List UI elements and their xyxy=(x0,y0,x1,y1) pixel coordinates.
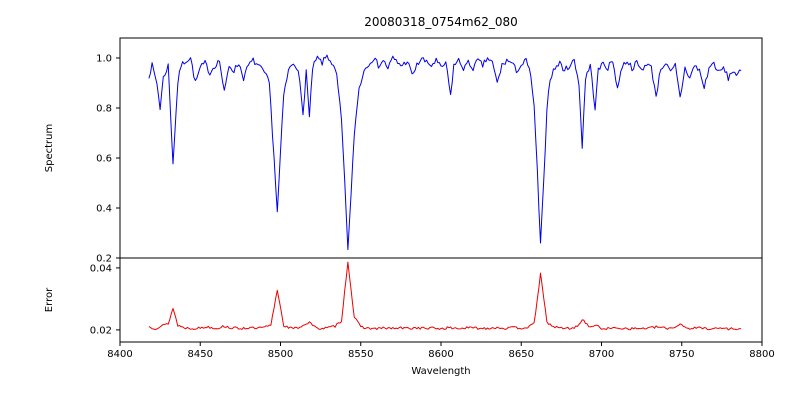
spectrum-panel-border xyxy=(119,37,763,259)
error-line xyxy=(148,261,742,331)
x-tick-label: 8600 xyxy=(428,349,453,360)
x-tick-label: 8800 xyxy=(749,349,774,360)
chart-title: 20080318_0754m62_080 xyxy=(364,15,517,29)
error-ylabel: Error xyxy=(44,287,55,312)
spectrum-line xyxy=(148,54,742,251)
spectrum-ytick-label: 0.6 xyxy=(96,154,112,165)
spectrum-ylabel: Spectrum xyxy=(44,124,55,172)
x-tick-label: 8550 xyxy=(348,349,373,360)
spectrum-ytick-label: 0.2 xyxy=(96,254,112,265)
spectrum-ytick-label: 0.4 xyxy=(96,204,112,215)
x-axis-label: Wavelength xyxy=(411,366,470,377)
x-tick-label: 8650 xyxy=(509,349,534,360)
error-ytick-label: 0.04 xyxy=(90,263,112,274)
spectrum-ytick-label: 0.8 xyxy=(96,104,112,115)
x-tick-label: 8450 xyxy=(188,349,213,360)
spectrum-ytick-label: 1.0 xyxy=(96,54,112,65)
error-ytick-label: 0.02 xyxy=(90,325,112,336)
plot-content: 0.2 0.4 0.6 0.8 1.0 0.02 0.04 8400 8450 8500 8550 8… xyxy=(90,54,775,361)
x-tick-label: 8700 xyxy=(589,349,614,360)
error-panel-border xyxy=(119,257,763,343)
x-tick-label: 8750 xyxy=(669,349,694,360)
x-tick-label: 8400 xyxy=(107,349,132,360)
x-tick-label: 8500 xyxy=(268,349,293,360)
